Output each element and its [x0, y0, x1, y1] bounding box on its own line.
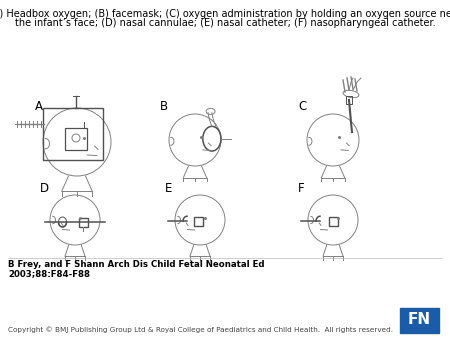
Text: A: A	[35, 100, 43, 113]
Text: the infant’s face; (D) nasal cannulae; (E) nasal catheter; (F) nasopharyngeal ca: the infant’s face; (D) nasal cannulae; (…	[15, 18, 435, 28]
Text: E: E	[165, 182, 172, 195]
Text: B Frey, and F Shann Arch Dis Child Fetal Neonatal Ed: B Frey, and F Shann Arch Dis Child Fetal…	[8, 260, 265, 269]
Bar	[78, 218, 87, 227]
Bar	[329, 217, 338, 226]
Bar	[65, 128, 87, 150]
Text: Copyright © BMJ Publishing Group Ltd & Royal College of Paediatrics and Child He: Copyright © BMJ Publishing Group Ltd & R…	[8, 326, 393, 333]
Text: B: B	[160, 100, 168, 113]
Text: (A) Headbox oxygen; (B) facemask; (C) oxygen administration by holding an oxygen: (A) Headbox oxygen; (B) facemask; (C) ox…	[0, 9, 450, 19]
Text: FN: FN	[407, 313, 431, 328]
Bar	[194, 217, 202, 226]
Text: C: C	[298, 100, 306, 113]
FancyBboxPatch shape	[400, 308, 438, 333]
Text: F: F	[298, 182, 305, 195]
Bar	[346, 96, 352, 104]
Bar	[43, 108, 103, 160]
Text: 2003;88:F84-F88: 2003;88:F84-F88	[8, 269, 90, 278]
Text: D: D	[40, 182, 49, 195]
